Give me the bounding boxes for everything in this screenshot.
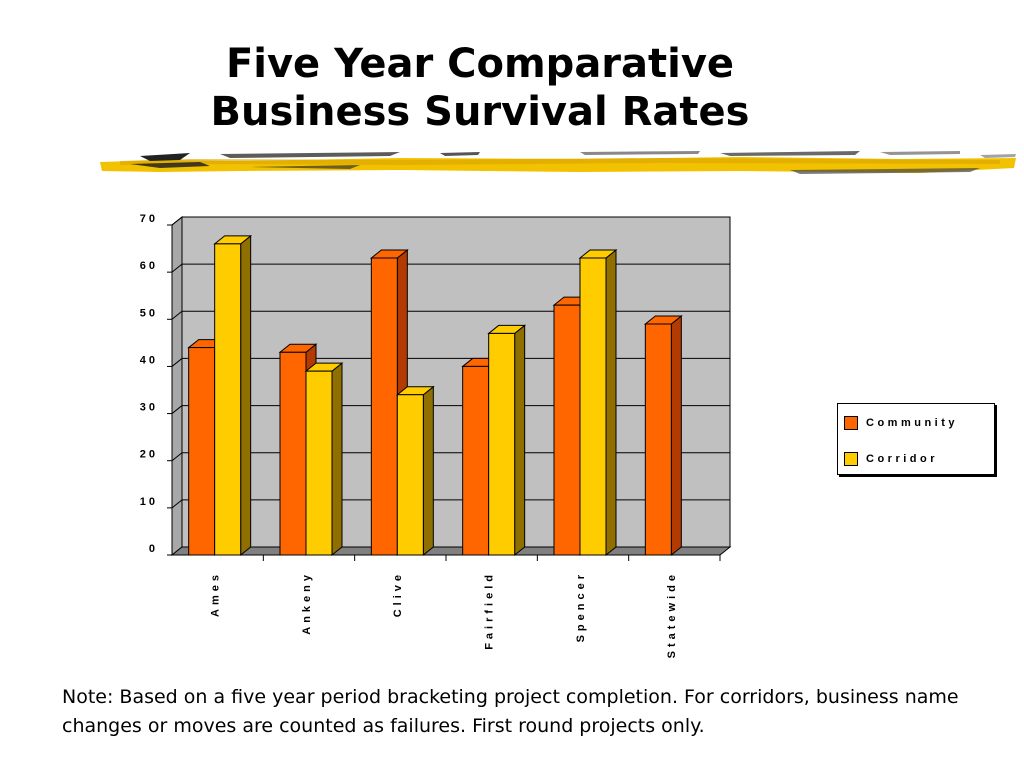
x-tick-label-ames: Ames	[210, 571, 222, 617]
bar-front	[396, 394, 424, 556]
title-line-2: Business Survival Rates	[210, 89, 750, 135]
x-tick-label-fairfield: Fairfield	[484, 571, 496, 650]
legend-label-corridor: Corridor	[866, 453, 938, 465]
gridline-side	[171, 405, 183, 414]
y-tick-label: 30	[140, 402, 158, 414]
bar-front	[214, 243, 242, 556]
gridline-side	[171, 499, 183, 509]
legend-swatch-community	[844, 416, 858, 430]
y-tick-label: 20	[140, 449, 158, 461]
gridline-side	[171, 263, 183, 273]
bar-front	[488, 332, 516, 556]
y-tick-label: 50	[140, 307, 158, 319]
bar-side	[605, 248, 617, 557]
bar-corridor-clive	[395, 385, 435, 557]
legend-item-corridor: Corridor	[844, 452, 938, 466]
y-tick-label: 0	[149, 543, 158, 555]
bar-chart: 0 10 20 30 40 50 60 70 Ames Ankeny Clive Fairfield S…	[140, 213, 732, 658]
bar-front	[579, 257, 607, 556]
bar-side	[240, 234, 252, 557]
y-tick-label: 60	[140, 260, 158, 272]
bar-front	[279, 351, 307, 556]
bar-front	[370, 257, 398, 556]
gridline-side	[171, 452, 183, 462]
gridline-side	[171, 358, 183, 367]
bar-corridor-ames	[213, 234, 253, 557]
x-tick-label-clive: Clive	[392, 571, 404, 617]
x-tick-label-ankeny: Ankeny	[301, 571, 313, 635]
y-tick-label: 10	[140, 496, 158, 508]
bar-front	[553, 304, 581, 556]
bar-front	[305, 370, 333, 556]
bar-side	[514, 324, 526, 557]
legend-item-community: Community	[844, 416, 958, 430]
y-tick-label: 70	[140, 213, 158, 225]
bar-corridor-spencer	[578, 248, 618, 557]
bar-corridor-ankeny	[304, 362, 344, 557]
bar-front	[462, 365, 490, 556]
footnote: Note: Based on a five year period bracke…	[62, 686, 959, 737]
chart-legend: Community Corridor	[837, 403, 995, 475]
bar-front	[644, 323, 672, 556]
bar-side	[331, 362, 343, 557]
bar-corridor-fairfield	[487, 324, 527, 557]
gridline-side	[171, 310, 183, 320]
bar-community-statewide	[643, 314, 683, 557]
legend-label-community: Community	[866, 417, 958, 429]
legend-swatch-corridor	[844, 452, 858, 466]
y-tick-label: 40	[140, 354, 158, 366]
brush-stroke-divider	[100, 151, 1016, 174]
bar-front	[188, 347, 216, 556]
title-line-1: Five Year Comparative	[225, 41, 735, 87]
slide-title: Five Year Comparative Business Survival …	[100, 40, 860, 136]
plot-back-wall	[181, 216, 731, 548]
bar-side	[670, 314, 682, 557]
x-tick-label-statewide: Statewide	[666, 571, 678, 658]
gridline-side	[171, 216, 183, 226]
bar-side	[422, 385, 434, 557]
x-tick-label-spencer: Spencer	[575, 571, 587, 642]
